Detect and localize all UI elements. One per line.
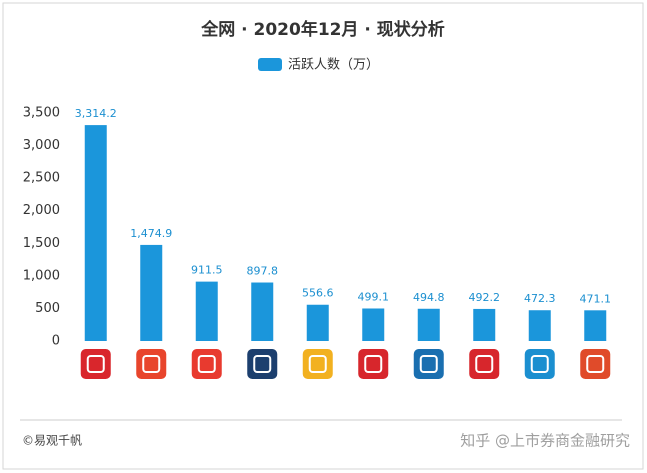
footer: ©易观千帆 (22, 433, 82, 448)
app-icon-glyph (530, 355, 549, 373)
bar (251, 282, 274, 341)
y-tick-label: 500 (35, 301, 60, 316)
app-icon-glyph (308, 355, 327, 373)
watermark: 知乎 @上市券商金融研究 (460, 432, 630, 450)
bar (473, 308, 496, 341)
app-icon (524, 349, 555, 379)
bar (84, 125, 107, 341)
bar (584, 310, 607, 341)
y-tick-label: 2,500 (23, 171, 60, 186)
app-icon (80, 349, 111, 379)
y-tick-label: 3,000 (23, 138, 60, 153)
app-icon (413, 349, 444, 379)
y-tick-label: 1,000 (23, 268, 60, 283)
y-tick-label: 2,000 (23, 203, 60, 218)
app-icon-glyph (142, 355, 161, 373)
app-icon (247, 349, 278, 379)
app-icon (358, 349, 389, 379)
value-label: 499.1 (358, 290, 390, 303)
app-icon-glyph (253, 355, 272, 373)
legend-label: 活跃人数（万） (288, 58, 379, 73)
value-label: 3,314.2 (75, 107, 117, 120)
bar (417, 308, 440, 341)
app-icon-glyph (86, 355, 105, 373)
app-icon (191, 349, 222, 379)
legend-swatch (258, 58, 282, 71)
value-label: 471.1 (580, 292, 612, 305)
value-label: 472.3 (524, 292, 556, 305)
bar (306, 304, 329, 341)
bar (528, 310, 551, 341)
app-icon (469, 349, 500, 379)
value-label: 911.5 (191, 264, 223, 277)
bar (140, 244, 163, 341)
y-tick-label: 1,500 (23, 236, 60, 251)
bar (195, 281, 218, 341)
value-label: 494.8 (413, 291, 445, 304)
app-icon-glyph (197, 355, 216, 373)
chart-title: 全网 · 2020年12月 · 现状分析 (200, 19, 445, 40)
app-icon (302, 349, 333, 379)
app-icon (580, 349, 611, 379)
y-tick-label: 3,500 (23, 106, 60, 121)
value-label: 492.2 (469, 291, 501, 304)
app-icon-glyph (419, 355, 438, 373)
app-icon-glyph (364, 355, 383, 373)
y-tick-label: 0 (52, 334, 60, 349)
app-icon-glyph (475, 355, 494, 373)
app-icon-glyph (586, 355, 605, 373)
value-label: 897.8 (247, 265, 279, 278)
bar (362, 308, 385, 341)
value-label: 556.6 (302, 287, 334, 300)
value-label: 1,474.9 (130, 227, 172, 240)
app-icon (136, 349, 167, 379)
